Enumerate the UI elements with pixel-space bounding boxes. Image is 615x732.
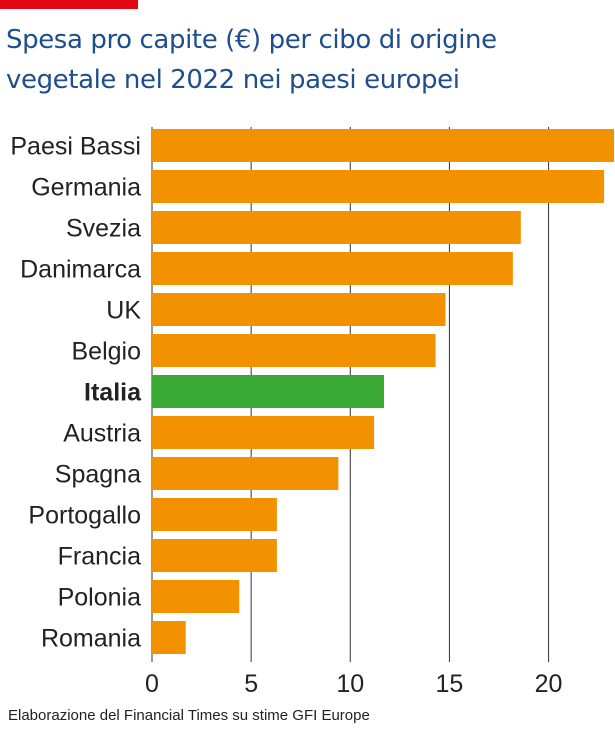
bar-chart: 0 5 10 15 20 Paesi Bassi Germania Svezia Danimar… [10, 127, 614, 698]
x-tick-label-20: 20 [535, 670, 563, 698]
category-label-italia: Italia [84, 379, 142, 407]
chart-title-line-1: Spesa pro capite (€) per cibo di origine [6, 25, 497, 55]
category-label-polonia: Polonia [58, 584, 141, 612]
category-label-svezia: Svezia [66, 215, 141, 243]
chart-title-line-2: vegetale nel 2022 nei paesi europei [6, 65, 460, 95]
bar-francia [152, 539, 277, 572]
bar-germania [152, 170, 605, 203]
bar-austria [152, 416, 375, 449]
bar-danimarca [152, 252, 513, 285]
bar-romania [152, 621, 186, 654]
bar-uk [152, 293, 446, 326]
top-accent-bar [0, 0, 138, 9]
bar-belgio [152, 334, 436, 367]
x-tick-label-15: 15 [436, 670, 464, 698]
chart-title: Spesa pro capite (€) per cibo di origine… [6, 20, 606, 100]
bar-paesi-bassi [152, 129, 614, 162]
category-label-austria: Austria [63, 420, 141, 448]
bar-portogallo [152, 498, 277, 531]
x-tick-label-10: 10 [336, 670, 364, 698]
category-label-portogallo: Portogallo [28, 502, 141, 530]
category-label-germania: Germania [31, 174, 141, 202]
category-label-francia: Francia [58, 543, 141, 571]
x-tick-label-0: 0 [145, 670, 159, 698]
category-label-spagna: Spagna [55, 461, 141, 489]
bar-polonia [152, 580, 240, 613]
category-label-paesi-bassi: Paesi Bassi [10, 133, 141, 161]
category-label-belgio: Belgio [72, 338, 142, 366]
category-label-danimarca: Danimarca [20, 256, 141, 284]
category-label-romania: Romania [41, 625, 141, 653]
bar-spagna [152, 457, 339, 490]
x-tick-label-5: 5 [244, 670, 258, 698]
bar-italia [152, 375, 384, 408]
bar-svezia [152, 211, 521, 244]
category-label-uk: UK [106, 297, 141, 325]
source-note: Elaborazione del Financial Times su stim… [8, 707, 370, 724]
